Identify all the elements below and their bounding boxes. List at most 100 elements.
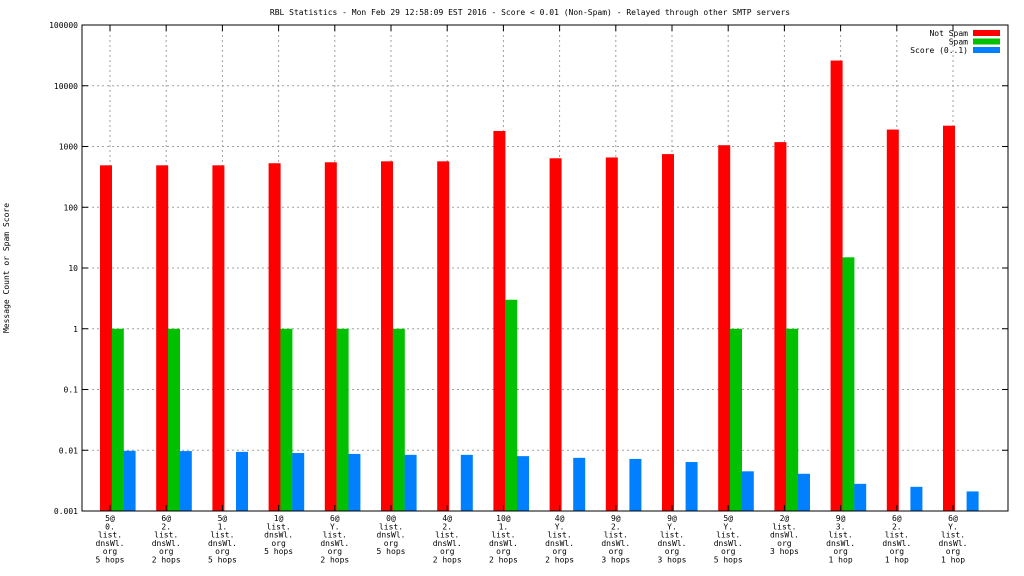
bar-score-0-1 [292, 453, 305, 511]
bar-not-spam [549, 158, 562, 511]
x-tick-label-line: 1 hop [829, 556, 853, 565]
x-tick-label-line: Y. [667, 522, 677, 531]
bar-not-spam [100, 165, 112, 511]
x-tick-label-line: 2. [161, 522, 171, 531]
x-tick-label-line: org [833, 547, 848, 556]
legend-swatch [973, 38, 1000, 45]
y-tick-label: 0.01 [59, 446, 78, 455]
x-tick-label-line: org [328, 547, 343, 556]
x-tick-label-line: 2. [892, 522, 902, 531]
bar-score-0-1 [910, 486, 923, 511]
x-tick-label: 6@ 2. list. dnsWl. org 1 hop [882, 514, 911, 565]
x-tick-label-line: org [890, 547, 905, 556]
bar-score-0-1 [179, 451, 192, 511]
x-tick-label: 9@ 2. list. dnsWl. org 3 hops [601, 514, 630, 565]
x-tick-label-line: list. [379, 522, 403, 531]
x-tick-label-line: dnsWl. [377, 531, 406, 540]
bar-score-0-1 [348, 453, 361, 511]
x-tick-label: 1@ list. dnsWl. org 5 hops [264, 514, 293, 556]
x-tick-label-line: 3 hops [601, 556, 630, 565]
x-tick-label-line: 0. [105, 522, 115, 531]
x-tick-label-line: dnsWl. [939, 539, 968, 548]
legend-swatch [973, 30, 1000, 36]
x-tick-label-line: list. [604, 531, 628, 540]
x-tick-label-line: org [384, 539, 399, 548]
bar-spam [280, 328, 293, 511]
x-tick-label-line: org [271, 539, 286, 548]
x-tick-label-line: list. [154, 531, 178, 540]
x-tick-label: 10@ 1. list. dnsWl. org 2 hops [489, 514, 518, 565]
x-tick-label-line: 4@ [442, 514, 452, 523]
x-tick-label-line: dnsWl. [545, 539, 574, 548]
x-tick-label: 4@ Y. list. dnsWl. org 2 hops [545, 514, 574, 565]
x-tick-label-line: dnsWl. [152, 539, 181, 548]
x-tick-label-line: Y. [723, 522, 733, 531]
x-tick-label-line: 5 hops [377, 547, 406, 556]
x-tick-label-line: 5 hops [714, 556, 743, 565]
x-tick-label-line: 3. [836, 522, 846, 531]
x-tick-label-line: 4@ [555, 514, 565, 523]
y-tick-label: 10000 [54, 82, 78, 91]
x-tick-label-line: 1 hop [941, 556, 965, 565]
bar-spam [392, 328, 405, 511]
y-tick-label: 100000 [49, 21, 78, 30]
x-tick-label-line: 6@ [892, 514, 902, 523]
bar-not-spam [662, 154, 674, 511]
x-tick-label-line: dnsWl. [826, 539, 855, 548]
legend-label: Spam [949, 38, 968, 47]
x-tick-label-line: 2 hops [545, 556, 574, 565]
x-tick-label-line: org [159, 547, 174, 556]
bar-spam [505, 299, 518, 511]
bar-score-0-1 [685, 462, 698, 511]
legend-label: Score (0..1) [910, 46, 968, 55]
x-tick-label-line: org [721, 547, 736, 556]
bar-spam [168, 328, 180, 511]
bar-not-spam [268, 163, 281, 511]
bar-score-0-1 [517, 456, 529, 511]
y-tick-label: 0.001 [54, 507, 78, 516]
bar-spam [336, 328, 349, 511]
x-tick-label-line: dnsWl. [489, 539, 518, 548]
bar-not-spam [437, 161, 450, 511]
bar-not-spam [324, 162, 337, 512]
x-tick-label-line: org [665, 547, 680, 556]
bar-score-0-1 [573, 457, 586, 511]
x-tick-label-line: dnsWl. [264, 531, 293, 540]
x-tick-label: 5@ 1. list. dnsWl. org 5 hops [208, 514, 237, 565]
x-tick-label-line: dnsWl. [658, 539, 687, 548]
x-tick-label-line: list. [772, 522, 796, 531]
bar-not-spam [774, 142, 787, 511]
bar-score-0-1 [966, 491, 979, 511]
x-tick-label-line: Y. [330, 522, 340, 531]
x-tick-label: 6@ 2. list. dnsWl. org 2 hops [152, 514, 181, 565]
bar-not-spam [381, 161, 393, 511]
bar-spam [786, 328, 799, 511]
x-tick-label-line: list. [829, 531, 853, 540]
bar-not-spam [605, 157, 618, 511]
bar-score-0-1 [741, 471, 754, 511]
x-tick-label-line: list. [941, 531, 965, 540]
x-tick-label: 4@ 2. list. dnsWl. org 2 hops [433, 514, 462, 565]
x-tick-label-line: 6@ [948, 514, 958, 523]
bar-score-0-1 [629, 458, 642, 511]
bar-not-spam [493, 130, 506, 512]
x-tick-label-line: 3 hops [770, 547, 799, 556]
bar-not-spam [718, 145, 731, 511]
bar-score-0-1 [123, 450, 136, 511]
x-tick-label-line: dnsWl. [433, 539, 462, 548]
bar-not-spam [830, 60, 843, 511]
x-tick-label-line: 0@ [386, 514, 396, 523]
x-tick-label-line: org [103, 547, 118, 556]
bar-score-0-1 [404, 454, 417, 511]
x-tick-label-line: 1@ [274, 514, 284, 523]
x-tick-label-line: dnsWl. [320, 539, 349, 548]
x-tick-label-line: dnsWl. [96, 539, 125, 548]
x-tick-label: 5@ Y. list. dnsWl. org 5 hops [714, 514, 743, 565]
x-tick-label-line: list. [548, 531, 572, 540]
x-tick-label-line: 2 hops [152, 556, 181, 565]
x-tick-label-line: 1 hop [885, 556, 909, 565]
x-tick-label: 0@ list. dnsWl. org 5 hops [377, 514, 406, 556]
